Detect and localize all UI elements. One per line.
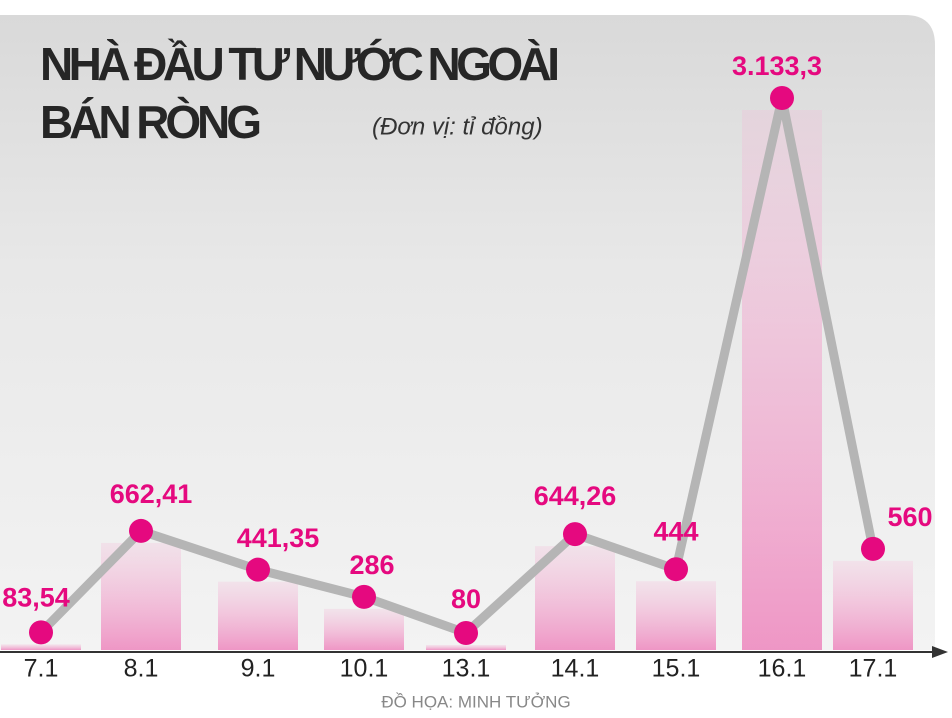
x-tick-label: 7.1 (24, 655, 59, 683)
point (454, 620, 478, 645)
bar (1, 644, 81, 650)
bar (426, 644, 506, 650)
chart-subtitle: (Đơn vị: tỉ đồng) (372, 113, 543, 140)
x-tick-label: 13.1 (442, 655, 491, 683)
data-label: 441,35 (237, 523, 320, 553)
x-tick-label: 9.1 (241, 655, 276, 683)
x-tick-label: 8.1 (124, 655, 159, 683)
chart-title: BÁN RÒNG (40, 96, 262, 148)
chart-background (0, 15, 935, 650)
data-label: 444 (653, 516, 698, 546)
point (246, 557, 270, 582)
data-label: 662,41 (110, 479, 193, 509)
data-label: 286 (349, 550, 394, 580)
bar (636, 581, 716, 650)
source: ĐỒ HỌA: MINH TƯỞNG (381, 692, 570, 711)
bar (324, 608, 404, 650)
chart-title: NHÀ ĐẦU TƯ NƯỚC NGOÀI (40, 38, 560, 90)
point (352, 584, 376, 609)
point (129, 518, 153, 543)
x-axis-arrow (932, 646, 948, 658)
data-label: 3.133,3 (732, 51, 822, 81)
bar (218, 581, 298, 650)
point (563, 522, 587, 547)
data-label: 644,26 (534, 481, 617, 511)
bar (833, 560, 913, 650)
data-label: 560 (887, 502, 932, 532)
point (770, 86, 794, 110)
point (861, 536, 885, 561)
point (664, 557, 688, 582)
x-tick-label: 14.1 (551, 655, 600, 683)
data-label: 83,54 (2, 582, 70, 612)
x-tick-label: 15.1 (652, 655, 701, 683)
x-tick-label: 10.1 (340, 655, 389, 683)
point (29, 620, 53, 645)
x-tick-label: 17.1 (849, 655, 898, 683)
bar (742, 110, 822, 650)
x-tick-label: 16.1 (758, 655, 807, 683)
data-label: 80 (451, 584, 481, 614)
